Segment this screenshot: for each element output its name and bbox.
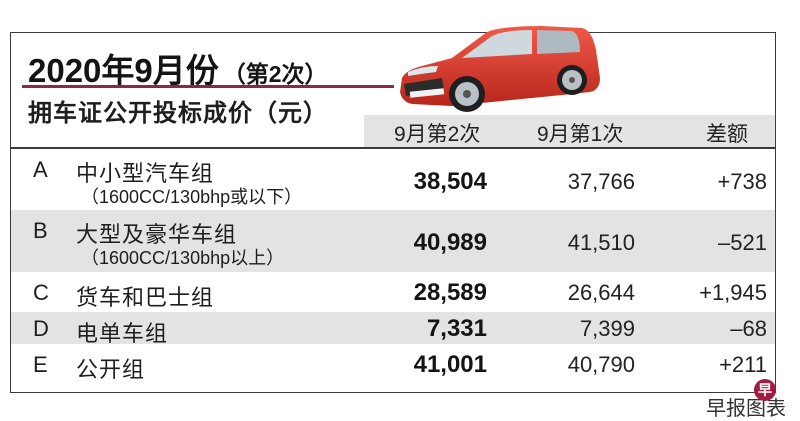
table-row: D 电单车组 7,331 7,399 –68: [11, 312, 775, 346]
round1-value: 40,790: [567, 352, 635, 377]
round1-value: 41,510: [567, 230, 635, 255]
round1-value: 26,644: [567, 280, 635, 305]
diff-value: +1,945: [699, 280, 767, 305]
title-round: （第2次）: [222, 61, 328, 87]
page-subtitle: 拥车证公开投标成价（元）: [28, 100, 328, 127]
group-name: 电单车组: [76, 321, 169, 346]
round1-value: 7,399: [579, 316, 635, 341]
round1-value: 37,766: [567, 169, 635, 194]
group-name: 中小型汽车组: [76, 161, 215, 186]
zaobao-logo-icon: 早: [754, 379, 776, 401]
group-note: （1600CC/130bhp或以下）: [81, 187, 303, 207]
group-name: 公开组: [76, 357, 146, 382]
group-name: 货车和巴士组: [76, 285, 215, 310]
table-header: [364, 115, 775, 147]
class-label: C: [33, 280, 49, 305]
round2-value: 41,001: [413, 351, 487, 378]
source-credit: 早报图表: [706, 398, 786, 420]
title-main: 2020年9月份: [28, 52, 219, 89]
diff-value: –521: [718, 230, 767, 255]
table-row: A 中小型汽车组 （1600CC/130bhp或以下） 38,504 37,76…: [11, 149, 775, 210]
page-title: 2020年9月份 （第2次）: [28, 44, 328, 92]
header-diff: 差额: [706, 123, 748, 146]
header-divider: [11, 147, 775, 149]
group-name: 大型及豪华车组: [76, 222, 238, 247]
class-label: A: [33, 157, 48, 182]
class-label: D: [33, 316, 49, 341]
round2-value: 7,331: [426, 315, 487, 342]
header-round2: 9月第2次: [394, 123, 481, 146]
diff-value: +211: [719, 352, 767, 377]
diff-value: +738: [717, 169, 767, 194]
round2-value: 40,989: [413, 229, 487, 256]
class-label: E: [33, 352, 48, 377]
group-note: （1600CC/130bhp以上）: [81, 248, 285, 268]
table-row: B 大型及豪华车组 （1600CC/130bhp以上） 40,989 41,51…: [11, 210, 775, 272]
round2-value: 28,589: [413, 279, 487, 306]
table-row: C 货车和巴士组 28,589 26,644 +1,945: [11, 272, 775, 312]
header-round1: 9月第1次: [537, 123, 624, 146]
round2-value: 38,504: [413, 168, 487, 195]
diff-value: –68: [730, 316, 767, 341]
car-icon: [400, 26, 600, 112]
table-row: E 公开组 41,001 40,790 +211: [11, 344, 775, 392]
title-underline: [22, 85, 394, 88]
class-label: B: [33, 218, 48, 243]
